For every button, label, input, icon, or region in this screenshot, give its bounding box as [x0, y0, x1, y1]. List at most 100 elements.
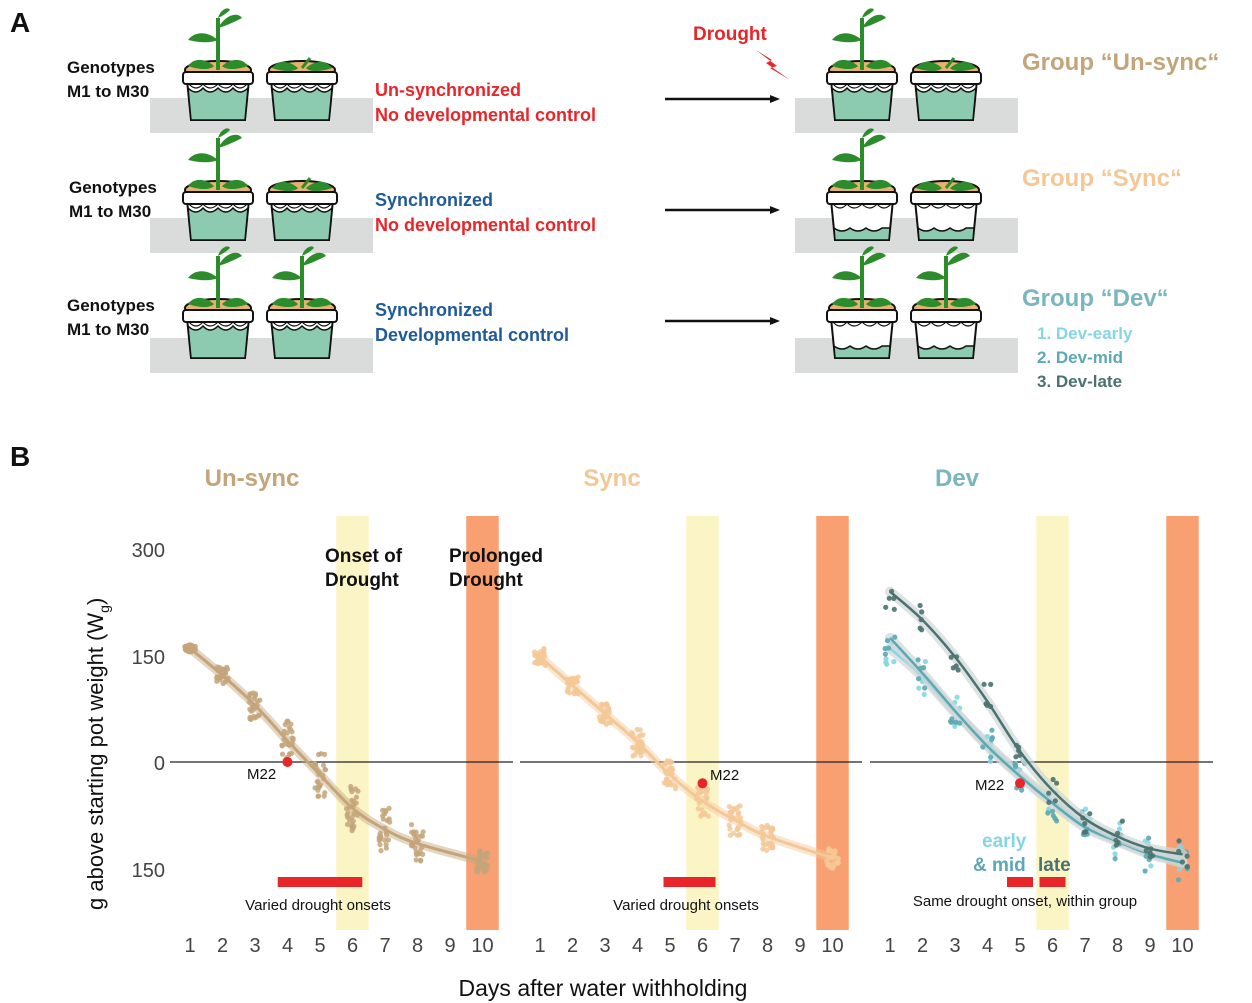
data-point	[289, 729, 295, 735]
data-point	[889, 588, 895, 594]
data-point	[760, 841, 766, 847]
lightning-icon	[756, 50, 790, 80]
genotype-label: Genotypes	[69, 178, 157, 197]
data-point	[413, 857, 419, 863]
arrowhead-icon	[770, 317, 780, 325]
data-point	[667, 781, 673, 787]
data-point	[419, 833, 425, 839]
data-point	[279, 751, 286, 757]
data-point	[728, 815, 734, 821]
data-point	[420, 829, 426, 835]
x-tick-label: 3	[249, 935, 260, 957]
data-point	[737, 818, 743, 824]
data-point	[408, 822, 415, 828]
pot-icon	[826, 126, 898, 241]
onset-bar-caption: Varied drought onsets	[613, 897, 759, 914]
x-tick-label: 4	[632, 935, 643, 957]
data-point	[948, 654, 954, 660]
y-axis-label: g above starting pot weight (Wg)	[83, 598, 112, 910]
data-point	[1083, 829, 1089, 835]
data-point	[1045, 810, 1051, 816]
x-tick-label: 7	[1079, 935, 1090, 957]
m22-point	[1015, 778, 1025, 789]
data-point	[989, 727, 995, 733]
data-point	[1176, 838, 1182, 844]
data-point	[474, 857, 480, 863]
data-point	[835, 858, 841, 865]
data-point	[282, 721, 288, 728]
m22-point	[282, 757, 293, 767]
data-point	[1017, 752, 1023, 758]
data-point	[632, 736, 638, 742]
data-point	[247, 691, 253, 697]
genotype-label: Genotypes	[67, 58, 155, 77]
data-point	[662, 768, 668, 774]
x-axis-label: Days after water withholding	[459, 975, 748, 1001]
x-tick-label: 8	[412, 935, 423, 957]
data-point	[216, 667, 222, 673]
data-point	[322, 767, 329, 773]
tray-row2-left	[150, 218, 373, 253]
data-point	[1147, 850, 1153, 856]
data-point	[348, 783, 354, 790]
data-point	[669, 759, 675, 765]
data-point	[759, 828, 765, 835]
x-tick-label: 2	[217, 935, 228, 957]
data-point	[598, 705, 604, 711]
data-point	[637, 727, 643, 733]
data-point	[704, 786, 710, 792]
x-tick-label: 9	[444, 935, 455, 957]
data-point	[1046, 799, 1052, 805]
data-point	[283, 741, 289, 747]
x-tick-label: 8	[762, 935, 773, 957]
data-point	[387, 819, 393, 825]
data-point	[954, 654, 960, 660]
facet-title: Sync	[583, 465, 640, 492]
data-point	[254, 702, 260, 708]
pot-icon	[182, 126, 254, 241]
data-point	[386, 805, 392, 812]
panel-b: B g above starting pot weight (Wg) 300 1…	[10, 441, 1213, 1001]
data-point	[315, 779, 321, 785]
data-point	[355, 788, 361, 794]
x-tick-label: 2	[567, 935, 578, 957]
data-point	[638, 753, 644, 759]
data-point	[1148, 846, 1154, 852]
data-point	[485, 850, 491, 856]
condition-label: Synchronized	[375, 190, 493, 210]
data-point	[257, 697, 263, 703]
data-point	[541, 646, 547, 652]
data-point	[662, 761, 668, 767]
data-point	[350, 818, 356, 824]
data-point	[353, 794, 359, 800]
facet-title: Dev	[935, 465, 980, 492]
x-tick-label: 9	[1144, 935, 1155, 957]
onset-label: Drought	[325, 570, 400, 591]
pot-icon	[266, 176, 338, 241]
x-tick-label: 3	[599, 935, 610, 957]
x-tick-label: 5	[314, 935, 325, 957]
data-point	[916, 685, 922, 691]
data-point	[829, 855, 835, 861]
data-point	[320, 762, 327, 768]
data-point	[638, 739, 644, 745]
x-tick-label: 4	[982, 935, 993, 957]
data-point	[321, 776, 327, 782]
data-point	[604, 702, 610, 708]
data-point	[953, 663, 959, 669]
data-point	[536, 654, 542, 660]
data-point	[891, 606, 897, 612]
data-point	[629, 730, 635, 736]
m22-label: M22	[247, 766, 276, 783]
data-point	[988, 681, 994, 688]
data-point	[1054, 780, 1060, 786]
x-tick-label: 2	[917, 935, 928, 957]
data-point	[884, 661, 890, 667]
data-point	[916, 676, 922, 682]
genotype-label: M1 to M30	[67, 82, 149, 101]
data-point	[599, 718, 606, 724]
data-point	[703, 790, 709, 796]
data-point	[1175, 877, 1181, 883]
data-point	[482, 869, 488, 875]
data-point	[891, 659, 897, 665]
